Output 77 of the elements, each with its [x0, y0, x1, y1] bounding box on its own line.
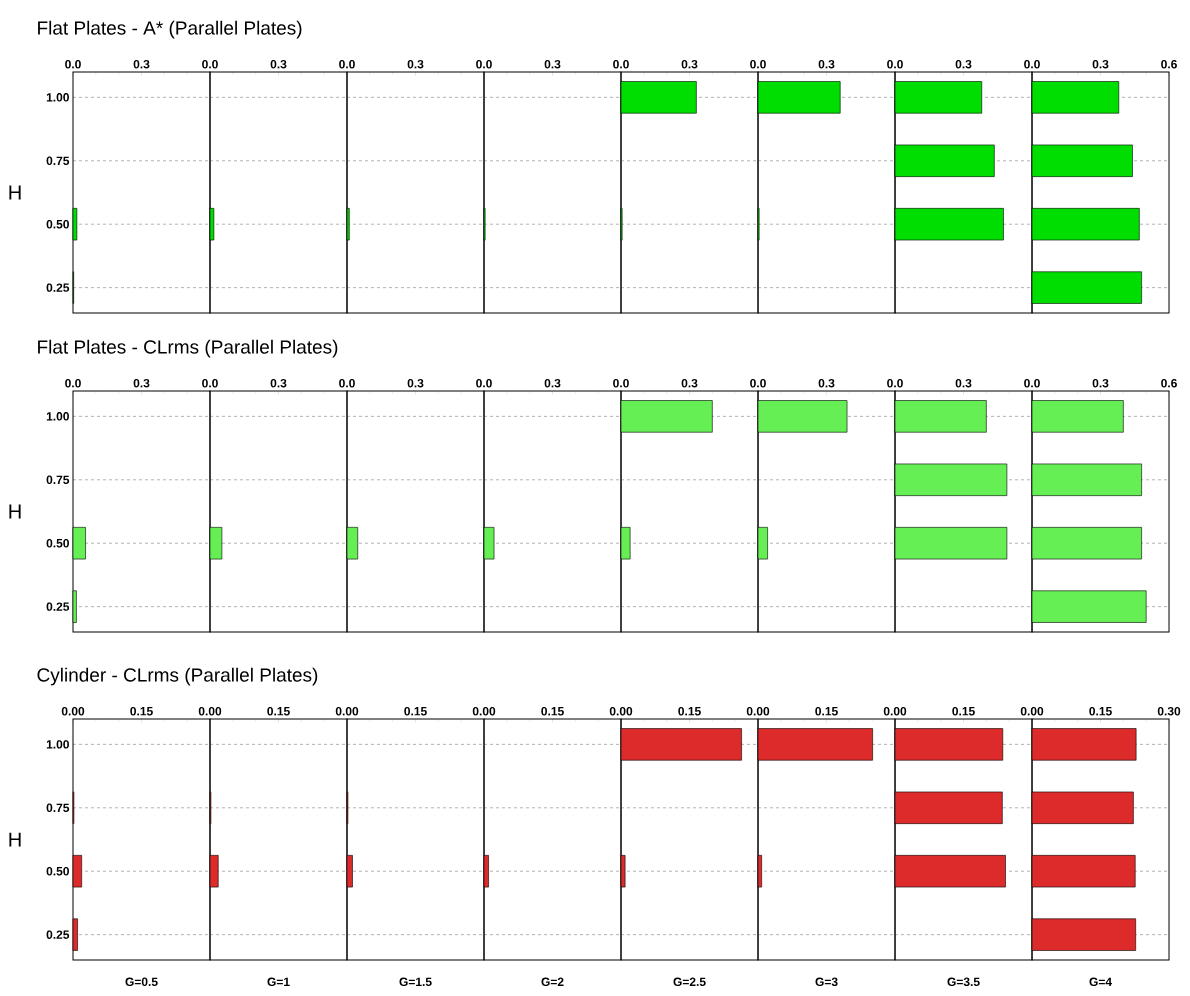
x-axis-title: G=3.5: [947, 977, 980, 987]
y-tick-label: 0.75: [46, 475, 70, 485]
x-tick-label: 0.0: [339, 378, 355, 388]
x-tick-label: 0.3: [133, 59, 150, 69]
x-tick-label: 0.00: [609, 706, 633, 716]
x-tick-label: 0.00: [472, 706, 496, 716]
x-tick-label: 0.0: [476, 378, 492, 388]
x-tick-label: 0.0: [613, 378, 629, 388]
x-tick-label: 0.3: [1092, 59, 1109, 69]
x-tick-label: 0.00: [335, 706, 359, 716]
x-axis-title: G=1: [267, 977, 290, 987]
y-tick-label: 1.00: [46, 93, 69, 102]
x-tick-label: 0.0: [887, 59, 903, 69]
y-axis-title: H: [9, 504, 21, 519]
y-tick-label: 0.25: [46, 930, 70, 939]
x-tick-label: 0.30: [1157, 706, 1181, 716]
x-tick-label: 0.3: [544, 378, 561, 388]
x-tick-label: 0.0: [202, 378, 218, 388]
x-tick-label: 0.3: [407, 59, 424, 69]
x-tick-label: 0.0: [750, 59, 766, 69]
x-tick-label: 0.3: [544, 59, 561, 69]
x-tick-label: 0.3: [270, 378, 287, 388]
y-tick-label: 0.75: [46, 156, 70, 166]
x-axis-title: G=0.5: [125, 977, 158, 987]
x-tick-label: 0.3: [955, 378, 972, 388]
y-tick-label: 1.00: [46, 740, 69, 749]
y-tick-label: 1.00: [46, 412, 69, 421]
x-tick-label: 0.0: [65, 378, 81, 388]
x-tick-label: 0.0: [202, 59, 218, 69]
x-tick-label: 0.15: [952, 706, 975, 716]
x-tick-label: 0.0: [1024, 378, 1040, 388]
x-tick-label: 0.00: [1020, 706, 1044, 716]
y-tick-label: 0.75: [46, 803, 70, 813]
x-tick-label: 0.3: [1092, 378, 1109, 388]
x-tick-label: 0.15: [815, 706, 838, 716]
x-tick-label: 0.0: [613, 59, 629, 69]
x-tick-label: 0.3: [407, 378, 424, 388]
chart-title: Cylinder - CLrms (Parallel Plates): [37, 667, 318, 686]
x-tick-label: 0.15: [130, 706, 153, 716]
x-tick-label: 0.00: [198, 706, 222, 716]
x-axis-title: G=2.5: [673, 977, 706, 987]
x-tick-label: 0.3: [681, 378, 698, 388]
x-tick-label: 0.0: [339, 59, 355, 69]
x-tick-label: 0.15: [1089, 706, 1112, 716]
x-tick-label: 0.0: [476, 59, 492, 69]
x-tick-label: 0.0: [750, 378, 766, 388]
y-tick-label: 0.50: [46, 538, 69, 548]
y-tick-label: 0.25: [46, 602, 70, 611]
x-tick-label: 0.3: [133, 378, 150, 388]
y-axis-title: H: [9, 832, 21, 847]
x-tick-label: 0.3: [818, 378, 835, 388]
x-tick-label: 0.3: [270, 59, 287, 69]
y-axis-title: H: [9, 185, 21, 200]
x-axis-title: G=4: [1089, 977, 1112, 987]
x-axis-title: G=1.5: [399, 977, 432, 987]
x-tick-label: 0.0: [65, 59, 81, 69]
x-tick-label: 0.00: [61, 706, 85, 716]
x-tick-label: 0.0: [887, 378, 903, 388]
x-tick-label: 0.15: [267, 706, 290, 716]
x-tick-label: 0.3: [955, 59, 972, 69]
x-tick-label: 0.00: [883, 706, 907, 716]
x-tick-label: 0.3: [681, 59, 698, 69]
x-tick-label: 0.15: [541, 706, 564, 716]
x-tick-label: 0.6: [1161, 378, 1177, 388]
x-tick-label: 0.00: [746, 706, 770, 716]
y-tick-label: 0.50: [46, 219, 69, 229]
x-tick-label: 0.3: [818, 59, 835, 69]
x-tick-label: 0.6: [1161, 59, 1177, 69]
x-axis-title: G=2: [541, 977, 564, 987]
x-tick-label: 0.0: [1024, 59, 1040, 69]
x-tick-label: 0.15: [404, 706, 427, 716]
chart-title: Flat Plates - CLrms (Parallel Plates): [38, 339, 338, 358]
x-tick-label: 0.15: [678, 706, 701, 716]
x-axis-title: G=3: [815, 977, 838, 987]
y-tick-label: 0.50: [46, 866, 69, 876]
y-tick-label: 0.25: [46, 283, 70, 292]
chart-title: Flat Plates - A* (Parallel Plates): [38, 20, 302, 39]
